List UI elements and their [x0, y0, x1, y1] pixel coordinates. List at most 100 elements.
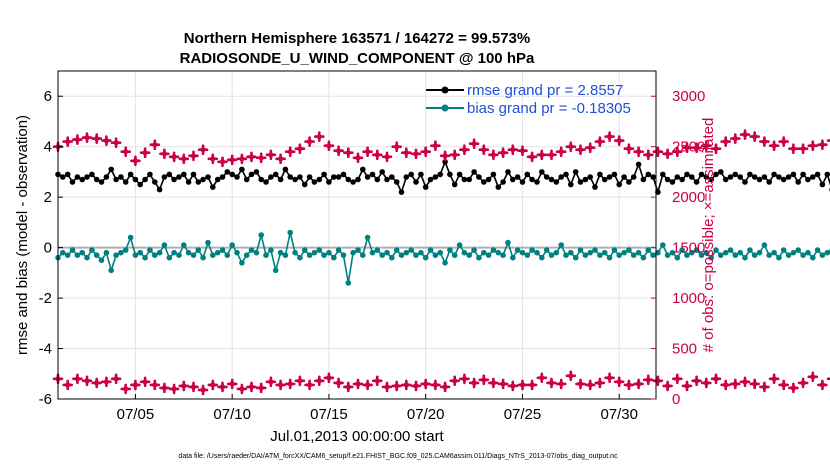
rmse-point	[292, 176, 298, 183]
rmse-point	[442, 159, 448, 165]
bias-point	[819, 252, 826, 258]
bias-point	[529, 247, 535, 253]
bias-point	[708, 254, 714, 261]
rmse-point	[514, 174, 521, 180]
bias-point	[108, 267, 114, 274]
obs_upper-point-core	[636, 149, 642, 155]
bias-point	[732, 252, 739, 258]
rmse-point	[558, 174, 564, 180]
bias-point	[195, 247, 202, 253]
obs_lower-point-core	[374, 378, 380, 384]
bias-point	[364, 234, 371, 241]
rmse-point	[277, 176, 284, 183]
bias-point	[742, 254, 748, 261]
bias-point	[219, 247, 226, 253]
rmse-point	[805, 176, 811, 183]
bias-point	[427, 247, 434, 253]
rmse-point	[582, 176, 589, 183]
bias-point	[500, 252, 506, 258]
obs_upper-point-core	[452, 152, 458, 158]
y-axis-right-label: # of obs: o=possible; ×=assimilated	[700, 118, 717, 353]
obs_upper-point-core	[471, 141, 477, 147]
bias-point	[597, 252, 603, 258]
x-axis-label: Jul.01,2013 00:00:00 start	[270, 428, 444, 445]
bias-point	[360, 252, 366, 258]
bias-point	[616, 252, 622, 258]
obs_upper-point-core	[345, 150, 351, 156]
rmse-point	[814, 171, 821, 178]
rmse-point	[776, 174, 782, 180]
obs_lower-point-core	[597, 380, 603, 386]
bias-point	[766, 252, 772, 258]
rmse-point	[461, 176, 468, 183]
rmse-point	[451, 181, 458, 188]
plot-frame	[57, 70, 657, 400]
obs_lower-point-core	[684, 383, 690, 389]
rmse-point	[185, 179, 192, 185]
obs_upper-point-core	[297, 146, 303, 152]
rmse-point	[64, 171, 71, 178]
obs_lower-point-core	[819, 382, 826, 388]
bias-point	[277, 249, 284, 256]
rmse-point	[737, 174, 743, 180]
bias-point	[660, 242, 666, 248]
obs_upper-point-core	[403, 150, 409, 156]
bias-point	[611, 247, 618, 253]
obs_upper-point-core	[665, 151, 671, 157]
rmse-point	[539, 169, 545, 175]
bias-point	[243, 252, 250, 258]
obs_lower-point-core	[161, 385, 167, 391]
obs_lower-point-core	[771, 376, 777, 382]
bias-point	[297, 254, 303, 261]
obs_upper-point-core	[171, 154, 177, 160]
obs_upper-point-core	[500, 150, 506, 156]
rmse-point	[84, 174, 90, 180]
rmse-point	[229, 171, 235, 178]
bias-point	[272, 267, 279, 274]
obs_lower-point-core	[258, 385, 264, 391]
bias-point	[190, 252, 197, 258]
bias-point	[640, 254, 647, 261]
bias-point	[418, 249, 424, 256]
bias-point	[539, 254, 545, 261]
obs_lower-point-core	[539, 375, 545, 381]
rmse-point	[60, 174, 66, 180]
rmse-point	[713, 171, 719, 178]
obs_lower-point-core	[761, 384, 768, 390]
y-right-tick-label: 1000	[672, 290, 705, 307]
bias-point	[650, 252, 656, 258]
obs_upper-point-core	[616, 138, 622, 144]
obs_upper-point	[826, 139, 830, 142]
rmse-point	[89, 171, 95, 178]
bias-point	[408, 247, 415, 253]
rmse-point	[413, 179, 419, 185]
bias-point	[103, 249, 110, 256]
rmse-point	[132, 176, 139, 183]
bias-point	[630, 252, 637, 258]
y-left-tick-label: 6	[44, 88, 52, 105]
rmse-point	[152, 179, 158, 185]
bias-point	[263, 252, 269, 258]
rmse-point	[819, 181, 826, 188]
rmse-point	[156, 186, 163, 193]
bias-point	[287, 229, 294, 236]
bias-point	[200, 254, 206, 261]
obs_upper-point-core	[84, 135, 90, 141]
bias-point	[800, 252, 806, 258]
rmse-point	[572, 169, 579, 175]
rmse-point	[684, 171, 690, 178]
obs_upper-point-core	[413, 151, 419, 157]
rmse-point	[418, 171, 424, 178]
bias-point	[122, 247, 129, 253]
rmse-point	[592, 184, 598, 190]
obs_upper-point-core	[529, 154, 535, 160]
rmse-point	[316, 176, 323, 183]
bias-point	[505, 239, 511, 246]
rmse-point	[490, 171, 497, 178]
obs_lower-point-core	[781, 382, 787, 388]
obs_upper-point-core	[810, 143, 816, 149]
rmse-point	[272, 171, 279, 178]
obs_lower-point-core	[65, 382, 71, 388]
obs_lower-point-core	[287, 381, 293, 387]
rmse-point	[74, 174, 81, 180]
